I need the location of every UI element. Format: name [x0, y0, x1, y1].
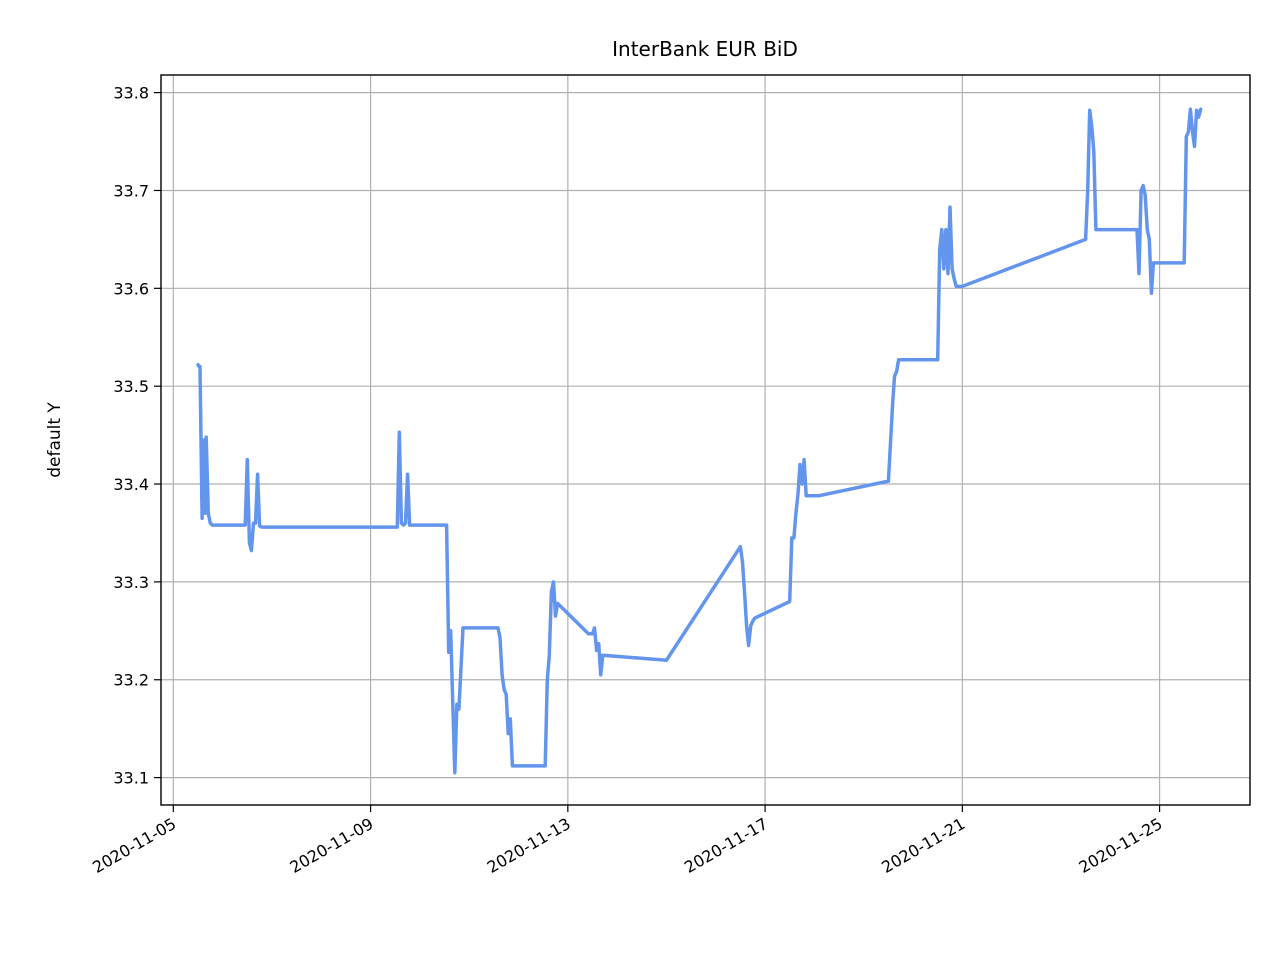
x-tick-label: 2020-11-25 — [1076, 814, 1166, 877]
x-axis-ticks: 2020-11-05 2020-11-09 2020-11-13 2020-11-17… — [89, 805, 1166, 877]
series-line — [196, 107, 1203, 775]
y-axis-ticks: 33.1 33.2 33.3 33.4 33.5 33.6 33.7 33.8 — [113, 84, 161, 788]
x-gridlines — [172, 75, 1161, 805]
plot-frame — [160, 74, 1251, 806]
y-tick-label: 33.7 — [113, 181, 149, 200]
y-tick-label: 33.4 — [113, 475, 149, 494]
x-tick-label: 2020-11-21 — [878, 814, 968, 877]
y-tick-label: 33.3 — [113, 573, 149, 592]
y-tick-label: 33.2 — [113, 671, 149, 690]
y-tick-label: 33.6 — [113, 279, 149, 298]
y-axis-label: default Y — [45, 402, 65, 478]
y-tick-label: 33.5 — [113, 377, 149, 396]
x-tick-label: 2020-11-17 — [681, 814, 771, 877]
x-tick-label: 2020-11-09 — [287, 814, 377, 877]
chart-title: InterBank EUR BiD — [612, 37, 798, 61]
y-gridlines — [161, 92, 1250, 779]
x-tick-label: 2020-11-13 — [484, 814, 574, 877]
y-tick-label: 33.8 — [113, 84, 149, 103]
x-tick-label: 2020-11-05 — [89, 814, 179, 877]
y-tick-label: 33.1 — [113, 769, 149, 788]
